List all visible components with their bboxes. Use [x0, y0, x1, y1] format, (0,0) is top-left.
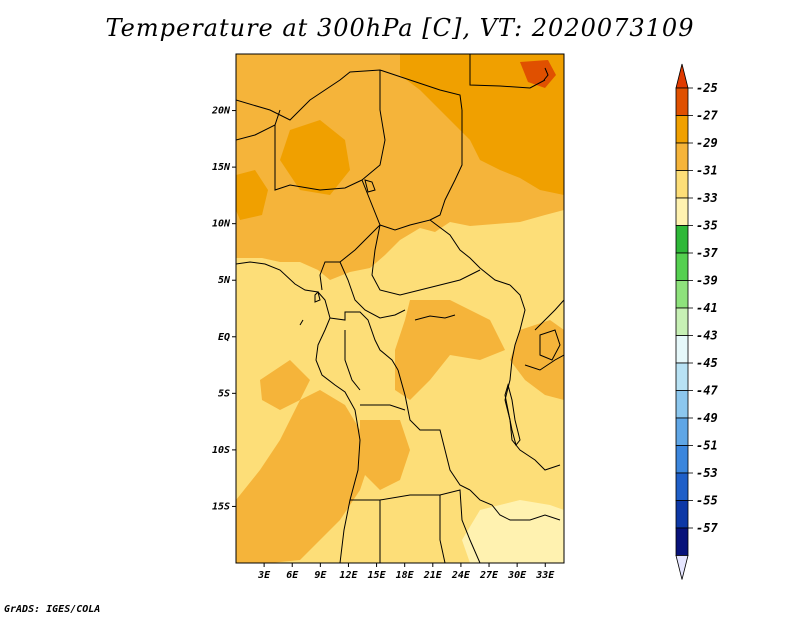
colorbar-swatch [675, 142, 689, 171]
map-borders [236, 54, 564, 563]
lon-tick-label: 18E [396, 570, 415, 581]
lat-tick-label: 5N [218, 275, 231, 286]
lon-tick-label: 12E [339, 570, 358, 581]
colorbar-swatch [675, 527, 689, 556]
colorbar-swatch [675, 445, 689, 474]
colorbar-label: -25 [696, 81, 718, 95]
colorbar-swatch [675, 500, 689, 529]
grads-credit: GrADS: IGES/COLA [4, 604, 101, 615]
colorbar-swatch [675, 390, 689, 419]
colorbar-label: -53 [696, 466, 718, 480]
colorbar-label: -49 [696, 411, 718, 425]
lat-tick-label: 10S [212, 445, 230, 456]
colorbar-swatch [675, 335, 689, 364]
field-southeast-cool [462, 500, 564, 563]
lon-tick-label: 3E [257, 570, 271, 581]
colorbar-label: -41 [696, 301, 718, 315]
field-southwest-warm-2 [260, 360, 310, 410]
colorbar-swatch [675, 472, 689, 501]
colorbar-swatch [675, 417, 689, 446]
colorbar-label: -45 [696, 356, 718, 370]
colorbar-top-cap [675, 63, 689, 89]
colorbar-bottom-cap [675, 555, 689, 580]
lon-tick-label: 6E [286, 570, 299, 581]
field-south-central-warm [360, 420, 410, 490]
colorbar-label: -57 [696, 521, 718, 535]
field-central-warm [395, 300, 505, 400]
field-northeast-hottest [520, 60, 556, 88]
colorbar-label: -29 [696, 136, 718, 150]
lat-tick-label: 10N [212, 219, 231, 230]
colorbar-label: -47 [696, 384, 718, 398]
lat-tick-label: 15N [212, 162, 231, 173]
colorbar-swatch [675, 225, 689, 254]
colorbar: -25 -27 -29 -31 -33 -35 -37 -39 -41 -43 -45 -47 -49 -… [675, 63, 718, 580]
colorbar-swatch [675, 115, 689, 144]
temperature-field [236, 54, 564, 563]
colorbar-label: -43 [696, 329, 718, 343]
colorbar-label: -35 [696, 219, 718, 233]
map-title: Temperature at 300hPa [C], VT: 202007310… [105, 14, 695, 42]
colorbar-label: -33 [696, 191, 718, 205]
colorbar-label: -55 [696, 494, 718, 508]
lon-tick-label: 24E [451, 570, 471, 581]
field-west-hot [236, 170, 268, 220]
lon-tick-label: 30E [507, 570, 527, 581]
lat-tick-label: 15S [212, 501, 230, 512]
colorbar-swatch [675, 362, 689, 391]
lat-tick-label: 20N [211, 106, 231, 117]
colorbar-label: -27 [696, 109, 718, 123]
colorbar-label: -37 [696, 246, 718, 260]
colorbar-swatch [675, 252, 689, 281]
field-sahel-hot [280, 120, 350, 195]
longitude-axis: 3E 6E 9E 12E 15E 18E 21E 24E 27E 30E 33E [257, 563, 555, 581]
lon-tick-label: 27E [479, 570, 499, 581]
map-frame [235, 53, 565, 564]
lon-tick-label: 9E [314, 570, 327, 581]
lon-tick-label: 33E [535, 570, 555, 581]
colorbar-label: -31 [696, 164, 718, 178]
field-southwest-warm [236, 390, 370, 563]
colorbar-swatch [675, 170, 689, 199]
colorbar-swatch [675, 87, 689, 116]
lat-tick-label: EQ [218, 332, 230, 343]
colorbar-swatch [675, 307, 689, 336]
colorbar-label: -51 [696, 439, 718, 453]
colorbar-swatch [675, 197, 689, 226]
field-northeast-hot [400, 54, 564, 195]
field-east-warm [510, 320, 564, 400]
lon-tick-label: 21E [423, 570, 443, 581]
lon-tick-label: 15E [368, 570, 387, 581]
latitude-axis: 20N 15N 10N 5N EQ 5S 10S 15S [211, 106, 236, 512]
colorbar-swatch [675, 280, 689, 309]
colorbar-label: -39 [696, 274, 718, 288]
lat-tick-label: 5S [218, 388, 230, 399]
